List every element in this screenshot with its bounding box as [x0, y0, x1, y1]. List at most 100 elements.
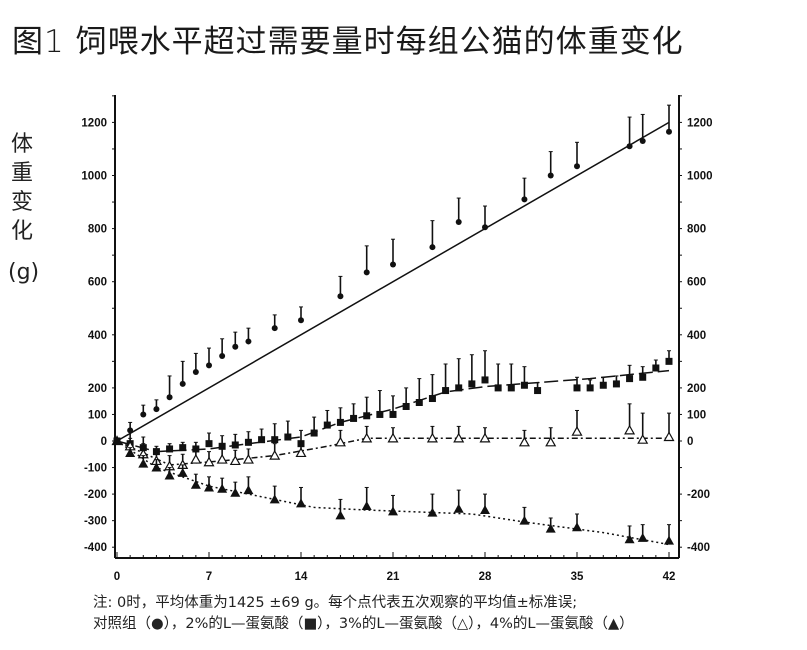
- y-tick-label-left: 800: [88, 224, 107, 236]
- y-label-unit: (g): [8, 260, 40, 285]
- marker-square: [323, 421, 331, 429]
- marker-square: [573, 384, 581, 392]
- marker-filled-triangle: [164, 470, 175, 480]
- marker-circle: [271, 325, 278, 332]
- note-line-2: 对照组（●），2%的L—蛋氨酸（■），3%的L—蛋氨酸（△），4%的L—蛋氨酸（…: [93, 616, 634, 632]
- marker-square: [402, 402, 410, 410]
- marker-open-triangle: [361, 432, 373, 443]
- x-tick-label: 14: [295, 571, 308, 583]
- marker-open-triangle: [624, 424, 636, 435]
- y-label-char: 体: [10, 132, 33, 157]
- y-tick-label-left: -100: [84, 463, 107, 475]
- marker-filled-triangle: [388, 506, 398, 516]
- marker-open-triangle: [518, 436, 530, 447]
- marker-square: [179, 444, 187, 452]
- marker-open-triangle: [571, 425, 583, 436]
- y-tick-label-left: 200: [88, 383, 107, 395]
- marker-square: [586, 384, 594, 392]
- marker-circle: [179, 380, 186, 387]
- marker-square: [468, 380, 476, 388]
- marker-circle: [140, 411, 147, 418]
- y-tick-label-right: 1200: [687, 117, 713, 129]
- marker-open-triangle: [295, 447, 307, 458]
- marker-square: [428, 395, 436, 403]
- marker-filled-triangle: [177, 467, 188, 477]
- marker-open-triangle: [545, 436, 557, 447]
- marker-open-triangle: [637, 433, 649, 444]
- marker-circle: [521, 196, 528, 203]
- marker-square: [639, 373, 647, 381]
- marker-square: [534, 387, 542, 395]
- marker-open-triangle: [426, 432, 438, 443]
- chart-plot-area: 120010008006004002001000-100-200-300-400…: [81, 95, 713, 583]
- marker-square: [442, 387, 450, 395]
- y-tick-label-left: -400: [84, 542, 107, 554]
- series-fit-line: [116, 121, 670, 442]
- marker-open-triangle: [387, 432, 399, 443]
- marker-open-triangle: [229, 455, 241, 466]
- y-tick-label-left: 1200: [81, 117, 107, 129]
- marker-filled-triangle: [637, 532, 648, 542]
- marker-filled-triangle: [269, 494, 280, 504]
- y-label-char: 化: [10, 219, 33, 244]
- marker-square: [205, 440, 213, 448]
- marker-filled-triangle: [151, 462, 162, 472]
- marker-circle: [363, 269, 370, 276]
- note-line-1: 注: 0时，平均体重为1425 ±69 g。每个点代表五次观察的平均值±标准误;: [93, 595, 578, 611]
- y-tick-label-right: 600: [687, 277, 706, 289]
- marker-circle: [429, 244, 436, 251]
- marker-circle: [337, 293, 344, 300]
- marker-circle: [192, 368, 199, 375]
- y-tick-label-left: 1000: [81, 171, 107, 183]
- marker-square: [389, 410, 397, 418]
- y-tick-label-right: 1000: [687, 171, 713, 183]
- marker-circle: [232, 343, 239, 350]
- figure-title: 图1 饲喂水平超过需要量时每组公猫的体重变化: [12, 24, 684, 60]
- marker-square: [284, 433, 292, 441]
- y-tick-label-right: -200: [687, 489, 710, 501]
- marker-circle: [666, 128, 672, 135]
- marker-filled-triangle: [664, 535, 674, 545]
- marker-open-triangle: [242, 453, 254, 464]
- x-tick-label: 0: [114, 571, 120, 583]
- y-label-char: 变: [10, 190, 33, 215]
- marker-filled-triangle: [480, 505, 490, 515]
- marker-filled-triangle: [125, 447, 136, 457]
- marker-square: [599, 381, 607, 389]
- marker-square: [455, 384, 463, 392]
- marker-square: [626, 375, 634, 383]
- marker-square: [494, 384, 502, 392]
- y-tick-label-left: -200: [84, 489, 107, 501]
- y-tick-label-left: 0: [101, 436, 107, 448]
- marker-open-triangle: [203, 456, 215, 467]
- marker-square: [363, 412, 371, 420]
- marker-filled-triangle: [572, 522, 582, 532]
- marker-open-triangle: [334, 436, 346, 447]
- marker-filled-triangle: [453, 503, 464, 513]
- marker-open-triangle: [190, 453, 202, 464]
- marker-circle: [219, 353, 226, 360]
- figure-note: 注: 0时，平均体重为1425 ±69 g。每个点代表五次观察的平均值±标准误;…: [93, 593, 634, 635]
- marker-square: [218, 442, 226, 450]
- marker-circle: [547, 172, 554, 179]
- y-tick-label-right: 400: [687, 330, 706, 342]
- x-tick-label: 42: [663, 571, 676, 583]
- marker-circle: [298, 317, 304, 324]
- y-tick-label-right: -400: [687, 542, 710, 554]
- marker-open-triangle: [663, 431, 675, 442]
- y-axis-label: 体 重 变 化 (g): [8, 130, 40, 287]
- marker-circle: [482, 224, 488, 231]
- y-tick-label-right: 100: [687, 409, 706, 421]
- marker-filled-triangle: [112, 436, 122, 445]
- marker-square: [231, 441, 239, 449]
- marker-filled-triangle: [519, 515, 530, 525]
- marker-square: [310, 429, 318, 437]
- y-tick-label-right: 200: [687, 383, 706, 395]
- marker-square: [665, 357, 673, 365]
- marker-square: [376, 410, 384, 418]
- marker-square: [481, 376, 489, 384]
- marker-filled-triangle: [217, 483, 228, 493]
- marker-square: [507, 384, 515, 392]
- y-label-char: 重: [10, 161, 33, 186]
- marker-filled-triangle: [335, 510, 346, 520]
